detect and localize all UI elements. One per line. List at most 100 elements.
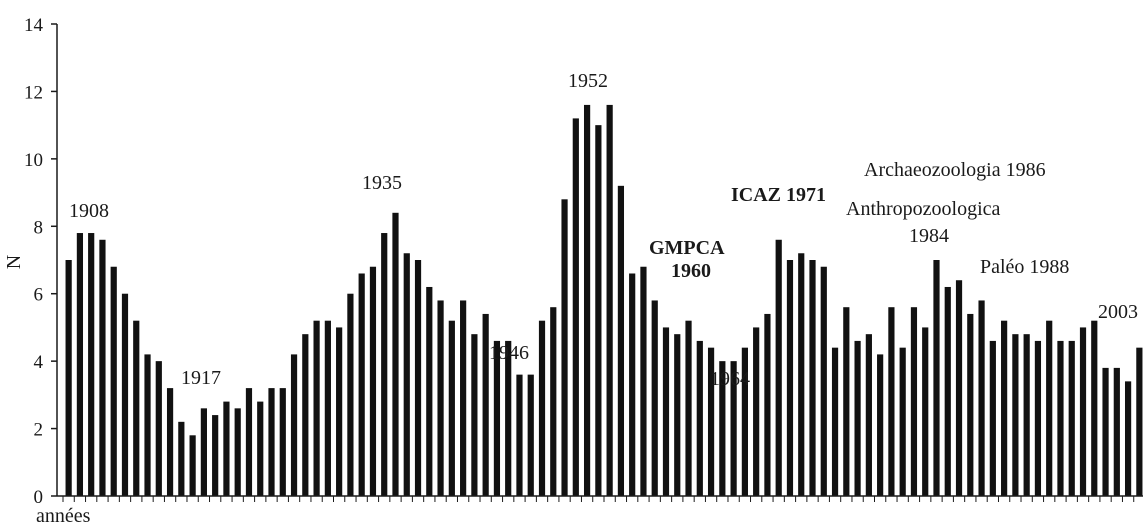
bar-1924 (279, 388, 286, 496)
bar-1980 (910, 307, 918, 496)
bar-1916 (189, 435, 196, 496)
bar-1977 (877, 354, 884, 496)
bar-1961 (696, 340, 703, 496)
bar-1944 (505, 340, 512, 496)
annotation-paleo-1988: Paléo 1988 (980, 256, 1069, 278)
bar-1987 (989, 340, 996, 496)
bar-1976 (865, 334, 872, 496)
annotation-archaeozoologia-1986: Archaeozoologia 1986 (864, 159, 1046, 181)
bar-1979 (899, 347, 906, 496)
bar-1935 (403, 253, 410, 496)
bar-1988 (1001, 320, 1008, 496)
bar-1943 (493, 340, 501, 496)
bar-1931 (358, 273, 365, 496)
bar-1996 (1091, 320, 1098, 496)
bar-1947 (538, 320, 546, 496)
bar-1967 (764, 313, 771, 496)
bar-1962 (707, 347, 715, 496)
bar-1909 (110, 266, 117, 496)
bar-1933 (381, 233, 388, 496)
bar-1986 (978, 300, 985, 496)
bar-1921 (245, 388, 253, 496)
bar-1975 (854, 340, 861, 496)
bar-1919 (223, 401, 230, 496)
bar-1915 (178, 421, 185, 496)
bar-1930 (347, 293, 354, 496)
bar-1913 (155, 361, 162, 496)
bar-1971 (809, 260, 816, 496)
bar-1926 (302, 334, 309, 496)
y-tick-label: 14 (24, 15, 44, 36)
bar-1963 (719, 361, 726, 496)
annotation-1935: 1935 (362, 172, 402, 194)
x-axis-label: années (36, 505, 91, 527)
bar-1969 (786, 260, 794, 496)
bar-1989 (1012, 334, 1019, 496)
bar-1978 (888, 307, 895, 496)
bar-1928 (324, 320, 331, 496)
bar-1960 (685, 320, 692, 496)
bar-2000 (1136, 347, 1143, 496)
bar-1908 (99, 239, 106, 496)
bar-1925 (290, 354, 298, 496)
bar-1999 (1124, 381, 1132, 496)
bar-1949 (561, 199, 568, 496)
y-tick-label: 10 (24, 150, 43, 171)
bar-1997 (1102, 367, 1109, 496)
bar-1907 (88, 233, 95, 496)
annotation-1964: 1964 (710, 368, 750, 390)
y-axis-label: N (3, 255, 25, 269)
y-tick-label: 6 (34, 285, 44, 306)
annotation-gmpca-year: 1960 (671, 260, 711, 282)
bar-1982 (933, 260, 940, 496)
bar-1991 (1034, 340, 1042, 496)
bar-1942 (482, 313, 489, 496)
bar-1950 (572, 118, 579, 497)
bar-1910 (121, 293, 129, 496)
y-tick-label: 8 (34, 217, 44, 238)
bar-1948 (550, 307, 557, 496)
bar-1941 (471, 334, 478, 496)
bar-1932 (369, 266, 377, 496)
y-tick-label: 0 (34, 487, 44, 508)
bar-1920 (234, 408, 241, 496)
bar-1923 (268, 388, 275, 496)
annotation-gmpca: GMPCA (649, 237, 725, 259)
bar-1939 (448, 320, 455, 496)
annotation-anthropozoologica: Anthropozoologica (846, 198, 1001, 220)
bar-1994 (1068, 340, 1075, 496)
annotation-1917: 1917 (181, 367, 221, 389)
bar-1968 (775, 239, 782, 496)
annotations-group: 1908 1917 1935 1946 1952 GMPCA 1960 1964… (69, 70, 1138, 390)
annotation-1946: 1946 (489, 342, 529, 364)
bar-1974 (843, 307, 850, 496)
bar-1995 (1079, 327, 1087, 496)
bar-1917 (200, 408, 207, 496)
y-tick-label: 12 (24, 82, 43, 103)
bar-1953 (606, 104, 613, 496)
bar-1912 (144, 354, 151, 496)
bar-1918 (212, 415, 219, 496)
bar-1958 (662, 327, 670, 496)
bar-1959 (674, 334, 681, 496)
bar-1973 (831, 347, 839, 496)
x-axis-ticks (62, 496, 1135, 502)
bar-1970 (798, 253, 805, 496)
bar-1945 (516, 374, 523, 496)
annotation-2003: 2003 (1098, 301, 1138, 323)
y-tick-label: 2 (34, 420, 44, 441)
bar-1983 (944, 286, 951, 496)
bar-1951 (583, 104, 591, 496)
bar-1966 (753, 327, 760, 496)
y-axis-ticks: 0 2 4 6 8 10 12 14 (24, 15, 57, 508)
annotation-anthropozoologica-year: 1984 (909, 225, 949, 247)
bar-1934 (392, 212, 399, 497)
bar-1981 (922, 327, 929, 496)
bar-1906 (76, 233, 84, 496)
bar-1993 (1057, 340, 1064, 496)
bar-1992 (1046, 320, 1053, 496)
bar-1952 (595, 125, 602, 496)
bar-1972 (820, 266, 827, 496)
bar-1957 (651, 300, 658, 496)
